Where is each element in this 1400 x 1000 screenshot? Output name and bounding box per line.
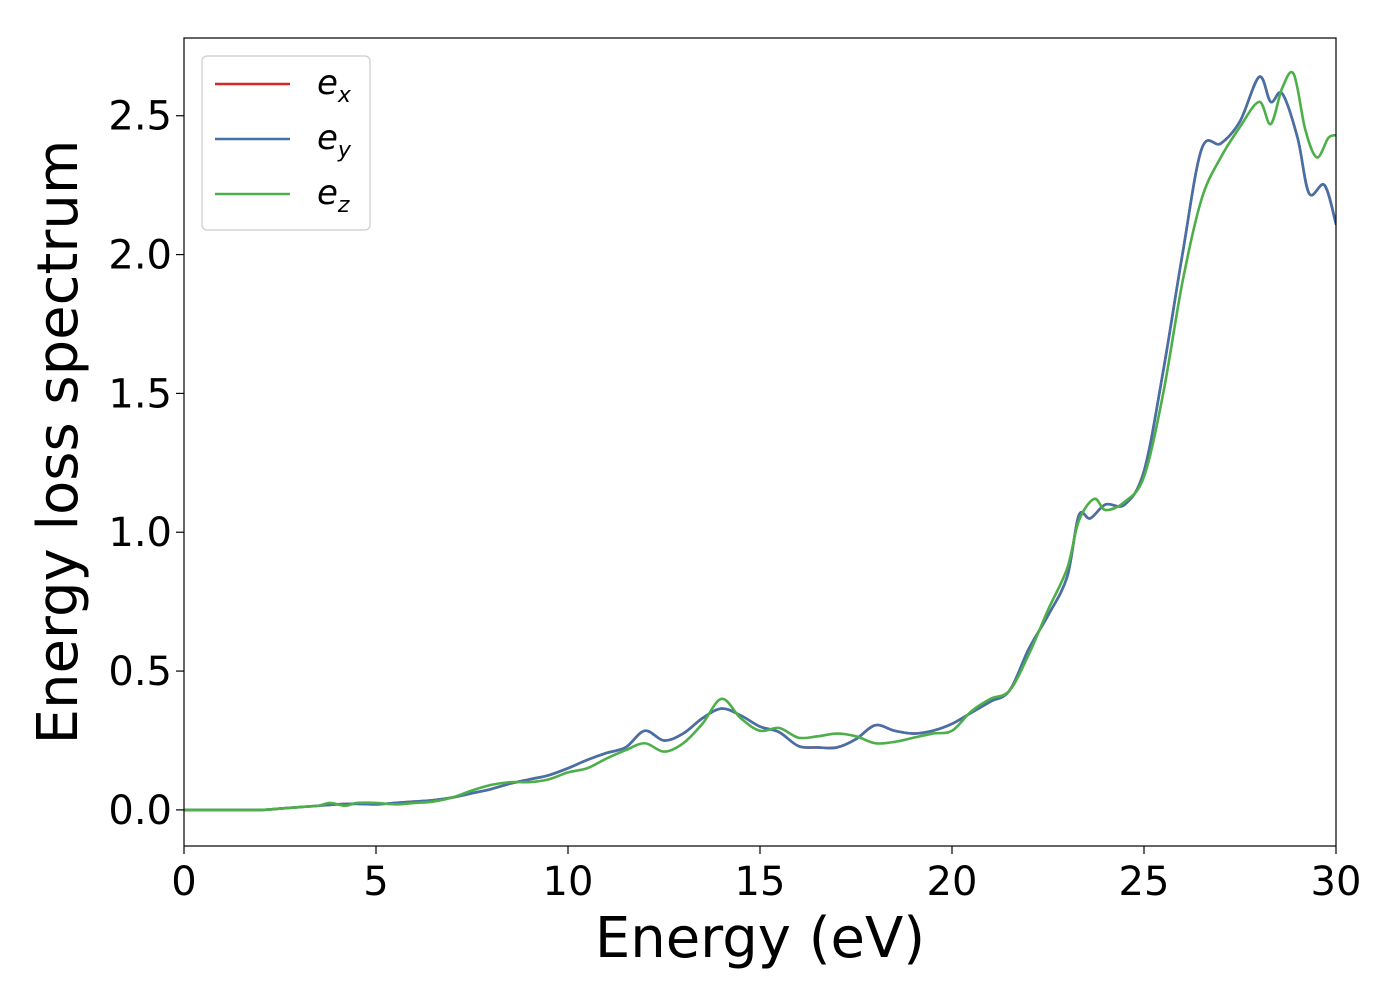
x-tick-label: 20 xyxy=(927,859,978,905)
legend-label-subscript: x xyxy=(337,83,352,108)
legend-label-subscript: z xyxy=(337,193,350,218)
legend-label-base: e xyxy=(317,118,338,158)
y-axis-label: Energy loss spectrum xyxy=(26,140,91,745)
x-tick-label: 5 xyxy=(363,859,388,905)
x-tick-label: 15 xyxy=(735,859,786,905)
legend-label-y: ey xyxy=(317,118,352,163)
series-line-y xyxy=(184,75,1336,812)
legend-box xyxy=(201,55,371,231)
series-line-z xyxy=(184,70,1336,812)
x-tick-label: 0 xyxy=(171,859,196,905)
legend-label-base: e xyxy=(317,63,338,103)
y-tick-label: 2.5 xyxy=(108,94,172,140)
y-tick-label: 1.5 xyxy=(108,371,172,417)
x-tick-label: 30 xyxy=(1311,859,1362,905)
x-tick-label: 10 xyxy=(543,859,594,905)
x-axis-label: Energy (eV) xyxy=(595,906,925,971)
y-tick-label: 0.5 xyxy=(108,649,172,695)
x-tick-label: 25 xyxy=(1119,859,1170,905)
y-tick-label: 0.0 xyxy=(108,788,172,834)
y-axis: 0.0 0.5 1.0 1.5 2.0 2.5 xyxy=(108,94,184,834)
y-tick-label: 1.0 xyxy=(108,510,172,556)
y-tick-label: 2.0 xyxy=(108,233,172,279)
legend-label-z: ez xyxy=(317,173,350,218)
legend-label-x: ex xyxy=(317,63,352,108)
x-axis: 0 5 10 15 20 25 30 xyxy=(171,846,1361,905)
series-layer xyxy=(184,70,1336,812)
legend-label-base: e xyxy=(317,173,338,213)
legend-label-subscript: y xyxy=(337,138,352,163)
